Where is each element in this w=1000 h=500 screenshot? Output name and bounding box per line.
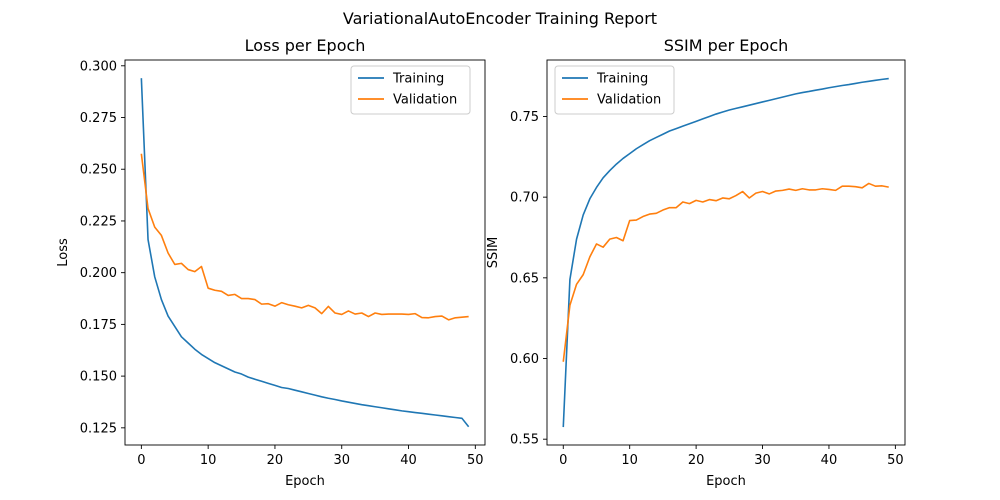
chart-1-title: Loss per Epoch (245, 36, 366, 55)
chart-1-legend-validation-label: Validation (393, 93, 457, 108)
chart-1-ytick-label: 0.200 (80, 266, 117, 281)
chart-1-ylabel: Loss (56, 238, 71, 267)
chart-1-xtick-label: 0 (137, 453, 145, 468)
chart-2-xlabel: Epoch (706, 474, 746, 489)
chart-1-ytick-label: 0.250 (80, 163, 117, 178)
chart-1-xtick-label: 10 (200, 453, 217, 468)
chart-2-legend-validation-label: Validation (597, 93, 661, 108)
loss-chart: Loss per Epoch 0 10 20 30 40 50 0.125 0.150 0.175… (56, 36, 486, 489)
chart-2-legend-training-label: Training (596, 72, 648, 87)
chart-1-legend: Training Validation (350, 65, 471, 115)
chart-2-series-validation-line (562, 182, 889, 362)
chart-2-ytick-label: 0.75 (510, 110, 539, 125)
chart-1-ytick-label: 0.225 (80, 214, 117, 229)
chart-1-ytick-label: 0.125 (80, 421, 117, 436)
chart-2-plot-area (562, 77, 889, 428)
chart-1-series-validation-line (140, 153, 469, 321)
chart-2-xtick-label: 40 (821, 453, 838, 468)
chart-2-ytick-label: 0.55 (510, 433, 539, 448)
chart-1-legend-training-label: Training (392, 72, 444, 87)
chart-2-title: SSIM per Epoch (664, 36, 789, 55)
chart-2-ytick-label: 0.70 (510, 191, 539, 206)
chart-2-xtick-label: 30 (754, 453, 771, 468)
chart-1-ytick-label: 0.175 (80, 318, 117, 333)
chart-1-frame (124, 59, 486, 446)
chart-1-xtick-label: 20 (267, 453, 284, 468)
chart-1-ytick-label: 0.300 (80, 59, 117, 74)
chart-1-plot-area (140, 78, 470, 428)
chart-1-xlabel: Epoch (285, 474, 325, 489)
chart-2-xtick-label: 0 (559, 453, 567, 468)
chart-2-ytick-label: 0.65 (510, 271, 539, 286)
chart-2-series-training-line (562, 77, 889, 428)
chart-1-xtick-label: 40 (400, 453, 417, 468)
chart-1-xtick-label: 30 (333, 453, 350, 468)
chart-2-xtick-label: 50 (887, 453, 904, 468)
figure-suptitle: VariationalAutoEncoder Training Report (343, 9, 657, 28)
chart-1-ytick-label: 0.150 (80, 370, 117, 385)
chart-2-xtick-label: 20 (688, 453, 705, 468)
chart-1-ytick-label: 0.275 (80, 111, 117, 126)
chart-1-xtick-label: 50 (467, 453, 484, 468)
chart-2-ylabel: SSIM (486, 237, 501, 269)
chart-2-legend: Training Validation (554, 65, 675, 115)
chart-2-ytick-label: 0.60 (510, 352, 539, 367)
chart-2-xtick-label: 10 (621, 453, 638, 468)
ssim-chart: SSIM per Epoch 0 10 20 30 40 50 0.55 0.60 0.65 0.7… (486, 36, 906, 489)
chart-1-series-training-line (140, 78, 470, 428)
chart-2-frame (546, 59, 906, 446)
